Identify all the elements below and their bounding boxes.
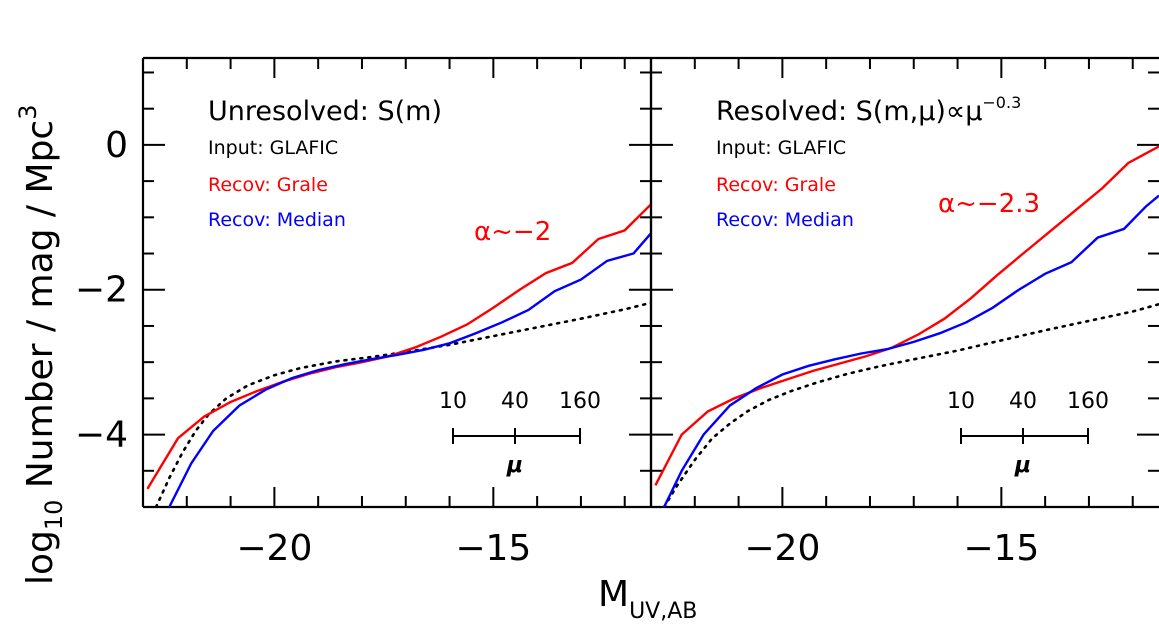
series-input-line [154, 301, 651, 507]
panel-title-sup: −0.3 [982, 93, 1021, 112]
y-tick-label: −2 [75, 270, 128, 311]
series-grale-line [146, 203, 651, 490]
panel-title: Unresolved: S(m) [208, 96, 442, 127]
x-tick-label: −15 [455, 528, 531, 569]
series-grale-line [654, 145, 1159, 486]
legend-input: Input: GLAFIC [716, 137, 846, 159]
mu-scale-label: 160 [559, 389, 601, 414]
panel-title-text: Resolved: S(m,μ)∝μ [716, 96, 982, 127]
mu-scale-label: 40 [1009, 389, 1037, 414]
panel-series [654, 145, 1159, 507]
y-tick-label: −4 [75, 415, 128, 456]
series-median-line [168, 232, 651, 507]
alpha-label: α~−2 [474, 217, 551, 247]
mu-scale-label: 40 [501, 389, 529, 414]
mu-scale-label: 160 [1067, 389, 1109, 414]
x-tick-label: −20 [236, 528, 312, 569]
x-tick-label: −15 [963, 528, 1039, 569]
legend-grale: Recov: Grale [716, 174, 836, 196]
legend-median: Recov: Median [208, 209, 346, 231]
panel-series [146, 203, 651, 507]
x-tick-label: −20 [744, 528, 820, 569]
series-median-line [663, 194, 1159, 507]
alpha-label: α~−2.3 [938, 189, 1040, 219]
legend-grale: Recov: Grale [208, 174, 328, 196]
y-axis-label: log10 Number / mag / Mpc3 [14, 105, 68, 586]
mu-scale-label: 10 [439, 389, 467, 414]
panel-title: Resolved: S(m,μ)∝μ−0.3 [716, 93, 1021, 127]
y-tick-label: 0 [105, 125, 128, 166]
mu-scale-label: 10 [947, 389, 975, 414]
panel-title-text: Unresolved: S(m) [208, 96, 442, 127]
series-input-line [662, 302, 1159, 507]
mu-symbol: μ [1014, 453, 1031, 478]
legend-input: Input: GLAFIC [208, 137, 338, 159]
legend-median: Recov: Median [716, 209, 854, 231]
panel-1: −20 −15 0 −2 −4 Unresolved: S(m) Input: GLAFIC… [75, 56, 653, 569]
mu-symbol: μ [506, 453, 523, 478]
panel-2: −20 −15 Resolved: S(m,μ)∝μ−0.3 Input: GLAFI… [649, 56, 1159, 569]
x-axis-label: MUV,AB [598, 574, 697, 624]
